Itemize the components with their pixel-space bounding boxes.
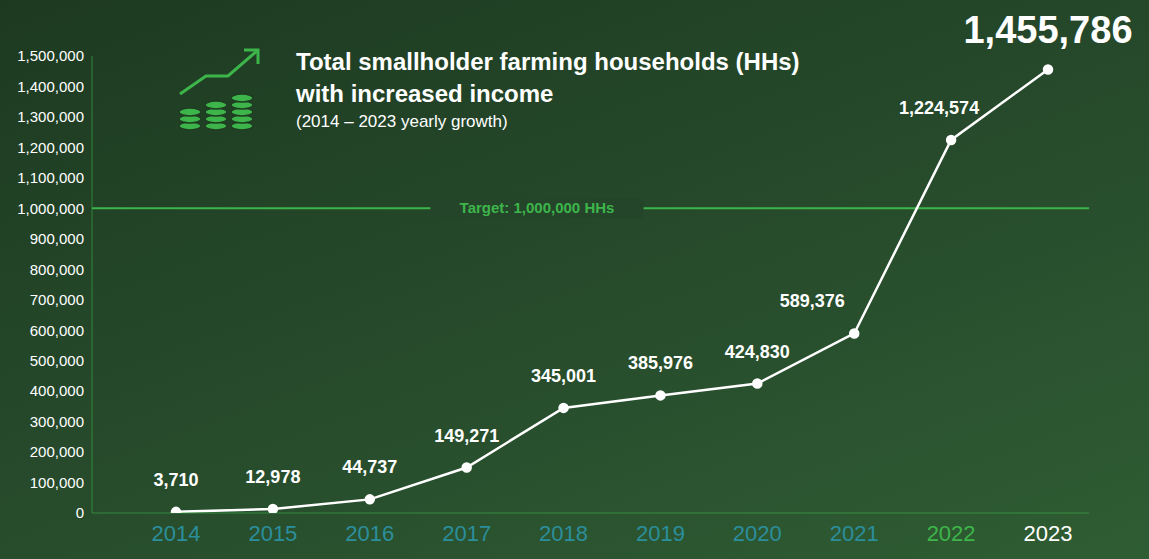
svg-text:2023: 2023 bbox=[1024, 521, 1073, 546]
svg-text:345,001: 345,001 bbox=[531, 366, 596, 386]
svg-text:2015: 2015 bbox=[248, 521, 297, 546]
svg-text:2022: 2022 bbox=[927, 521, 976, 546]
svg-text:800,000: 800,000 bbox=[30, 261, 84, 278]
svg-text:2021: 2021 bbox=[830, 521, 879, 546]
svg-text:1,224,574: 1,224,574 bbox=[899, 98, 979, 118]
svg-text:1,000,000: 1,000,000 bbox=[17, 200, 84, 217]
svg-text:Target: 1,000,000 HHs: Target: 1,000,000 HHs bbox=[460, 199, 615, 216]
svg-text:2020: 2020 bbox=[733, 521, 782, 546]
svg-text:1,400,000: 1,400,000 bbox=[17, 78, 84, 95]
svg-text:1,455,786: 1,455,786 bbox=[963, 9, 1132, 51]
svg-text:200,000: 200,000 bbox=[30, 443, 84, 460]
svg-text:424,830: 424,830 bbox=[725, 342, 790, 362]
svg-text:149,271: 149,271 bbox=[434, 426, 499, 446]
svg-text:900,000: 900,000 bbox=[30, 230, 84, 247]
svg-text:44,737: 44,737 bbox=[342, 457, 397, 477]
svg-text:400,000: 400,000 bbox=[30, 382, 84, 399]
svg-text:100,000: 100,000 bbox=[30, 474, 84, 491]
svg-text:3,710: 3,710 bbox=[153, 470, 198, 490]
svg-text:2019: 2019 bbox=[636, 521, 685, 546]
svg-text:0: 0 bbox=[76, 504, 84, 521]
svg-text:1,500,000: 1,500,000 bbox=[17, 47, 84, 64]
svg-text:385,976: 385,976 bbox=[628, 353, 693, 373]
svg-text:2017: 2017 bbox=[442, 521, 491, 546]
svg-text:300,000: 300,000 bbox=[30, 413, 84, 430]
svg-text:700,000: 700,000 bbox=[30, 291, 84, 308]
svg-text:2014: 2014 bbox=[152, 521, 201, 546]
svg-text:1,200,000: 1,200,000 bbox=[17, 139, 84, 156]
svg-text:2018: 2018 bbox=[539, 521, 588, 546]
svg-text:12,978: 12,978 bbox=[245, 467, 300, 487]
svg-text:1,100,000: 1,100,000 bbox=[17, 169, 84, 186]
html-text:Total smallholder farming hous: Total smallholder farming households (HH… bbox=[296, 48, 800, 107]
svg-text:1,300,000: 1,300,000 bbox=[17, 108, 84, 125]
svg-text:589,376: 589,376 bbox=[780, 291, 845, 311]
svg-text:600,000: 600,000 bbox=[30, 322, 84, 339]
svg-text:500,000: 500,000 bbox=[30, 352, 84, 369]
svg-text:2016: 2016 bbox=[345, 521, 394, 546]
html-text:(2014 – 2023 yearly growth): (2014 – 2023 yearly growth) bbox=[296, 112, 508, 131]
